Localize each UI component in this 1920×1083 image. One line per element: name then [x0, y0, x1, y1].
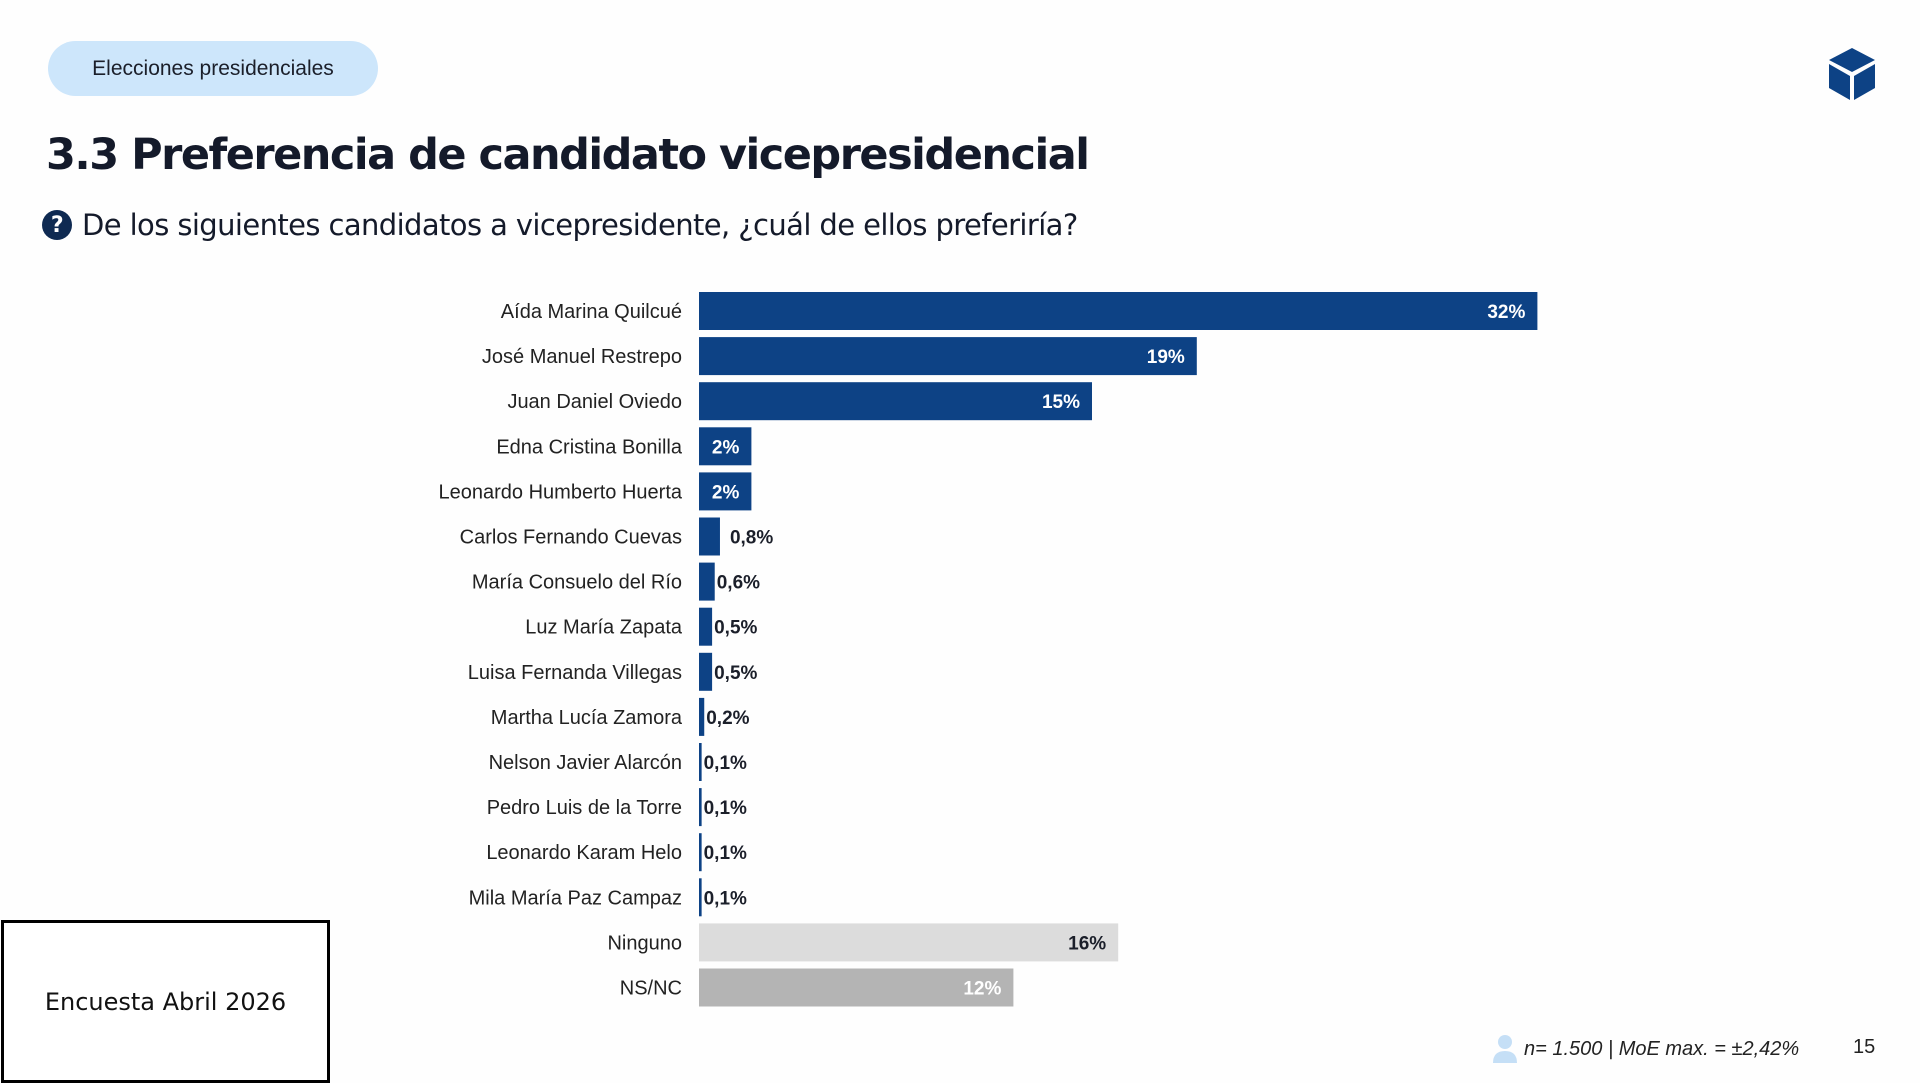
- survey-question: ? De los siguientes candidatos a vicepre…: [42, 208, 1078, 242]
- bar: [699, 517, 720, 556]
- data-label: 19%: [1147, 347, 1185, 368]
- category-label: Edna Cristina Bonilla: [496, 436, 683, 458]
- bar: [699, 923, 1119, 962]
- data-label: 0,2%: [706, 708, 749, 729]
- data-label: 2%: [712, 437, 740, 458]
- data-label: 0,8%: [730, 528, 773, 549]
- data-label: 32%: [1487, 302, 1525, 323]
- sample-text: n= 1.500 | MoE max. = ±2,42%: [1524, 1037, 1800, 1060]
- data-label: 15%: [1042, 392, 1080, 413]
- bar: [699, 652, 713, 691]
- data-label: 0,6%: [717, 573, 760, 594]
- data-label: 12%: [963, 979, 1001, 1000]
- category-label: Aída Marina Quilcué: [501, 301, 682, 323]
- bar: [699, 337, 1197, 376]
- category-label: Mila María Paz Campaz: [469, 887, 682, 909]
- footer-sample: n= 1.500 | MoE max. = ±2,42%: [1492, 1034, 1799, 1064]
- bar: [699, 788, 702, 827]
- bar: [699, 472, 752, 511]
- data-label: 16%: [1068, 933, 1106, 954]
- data-label: 2%: [712, 482, 740, 503]
- bar: [699, 833, 702, 872]
- cube-icon: [1829, 48, 1875, 100]
- category-label: María Consuelo del Río: [472, 572, 682, 594]
- bar: [699, 968, 1014, 1007]
- category-label: Nelson Javier Alarcón: [489, 752, 682, 774]
- bar: [699, 382, 1092, 421]
- page-title: 3.3 Preferencia de candidato vicepreside…: [46, 130, 1090, 180]
- data-label: 0,1%: [704, 888, 747, 909]
- section-pill: Elecciones presidenciales: [48, 41, 378, 96]
- data-label: 0,1%: [704, 843, 747, 864]
- bar: [699, 878, 702, 917]
- bar: [699, 292, 1538, 330]
- category-label: José Manuel Restrepo: [482, 346, 682, 368]
- question-icon: ?: [42, 210, 72, 240]
- bar: [699, 607, 713, 646]
- data-label: 0,5%: [714, 618, 757, 639]
- data-label: 0,1%: [704, 798, 747, 819]
- note-text: Encuesta Abril 2026: [44, 987, 287, 1016]
- bar: [699, 562, 715, 601]
- category-label: NS/NC: [620, 978, 682, 1000]
- category-label: Martha Lucía Zamora: [491, 707, 683, 729]
- category-label: Juan Daniel Oviedo: [507, 391, 682, 413]
- page-number: 15: [1853, 1036, 1876, 1058]
- data-label: 0,5%: [714, 663, 757, 684]
- person-icon: [1493, 1035, 1517, 1063]
- category-label: Leonardo Humberto Huerta: [439, 481, 683, 503]
- bar: [699, 427, 752, 466]
- bar: [699, 743, 702, 781]
- category-label: Leonardo Karam Helo: [486, 842, 682, 864]
- bar: [699, 697, 705, 736]
- question-text: De los siguientes candidatos a vicepresi…: [82, 208, 1078, 242]
- category-label: Luz María Zapata: [525, 617, 683, 639]
- category-label: Luisa Fernanda Villegas: [468, 662, 682, 684]
- category-label: Ninguno: [607, 932, 682, 954]
- note-box: Encuesta Abril 2026: [1, 920, 330, 1083]
- category-label: Pedro Luis de la Torre: [487, 797, 682, 819]
- data-label: 0,1%: [704, 753, 747, 774]
- category-label: Carlos Fernando Cuevas: [460, 527, 682, 549]
